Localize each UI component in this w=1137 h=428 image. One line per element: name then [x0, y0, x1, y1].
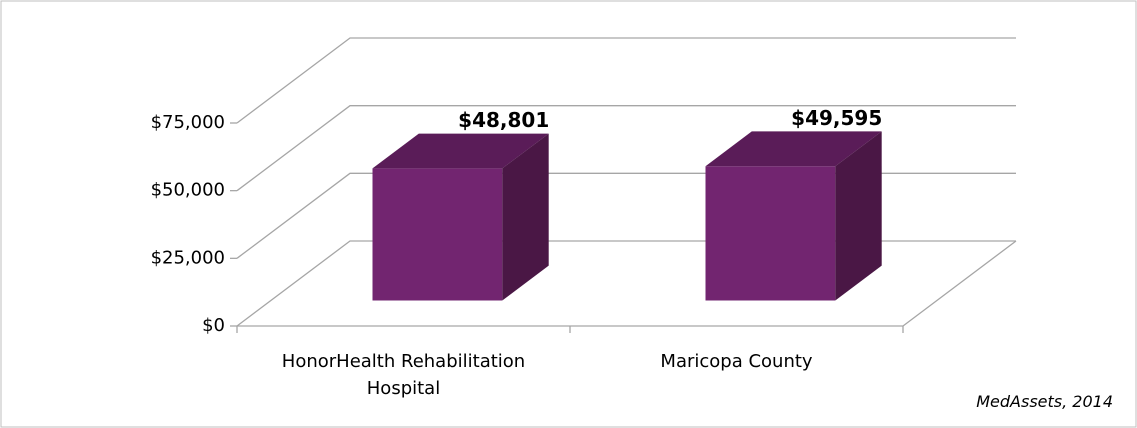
- y-tick-label: $25,000: [151, 247, 225, 268]
- x-tick-label: Maricopa County: [660, 351, 813, 372]
- bar-top: [372, 133, 549, 169]
- x-tick-label: HonorHealth Rehabilitation Hospital: [281, 351, 526, 399]
- bar-side: [502, 133, 549, 301]
- y-tick-label: $50,000: [151, 180, 225, 201]
- y-tick-label: $75,000: [151, 112, 225, 133]
- grid-line: [236, 240, 1016, 327]
- grid-line: [236, 105, 1016, 192]
- data-label: $49,595: [791, 106, 882, 130]
- data-label: $48,801: [458, 108, 549, 132]
- floor: [237, 240, 1017, 327]
- bar: [705, 131, 882, 301]
- grid-line: [236, 172, 1016, 259]
- source-note: MedAssets, 2014: [976, 392, 1113, 411]
- grid-line: [236, 37, 1016, 124]
- bar-side: [835, 131, 882, 301]
- bar: [372, 133, 549, 301]
- y-tick-label: $0: [202, 315, 225, 336]
- bar-front: [705, 166, 836, 301]
- bar-front: [372, 168, 503, 301]
- bar-top: [705, 131, 882, 167]
